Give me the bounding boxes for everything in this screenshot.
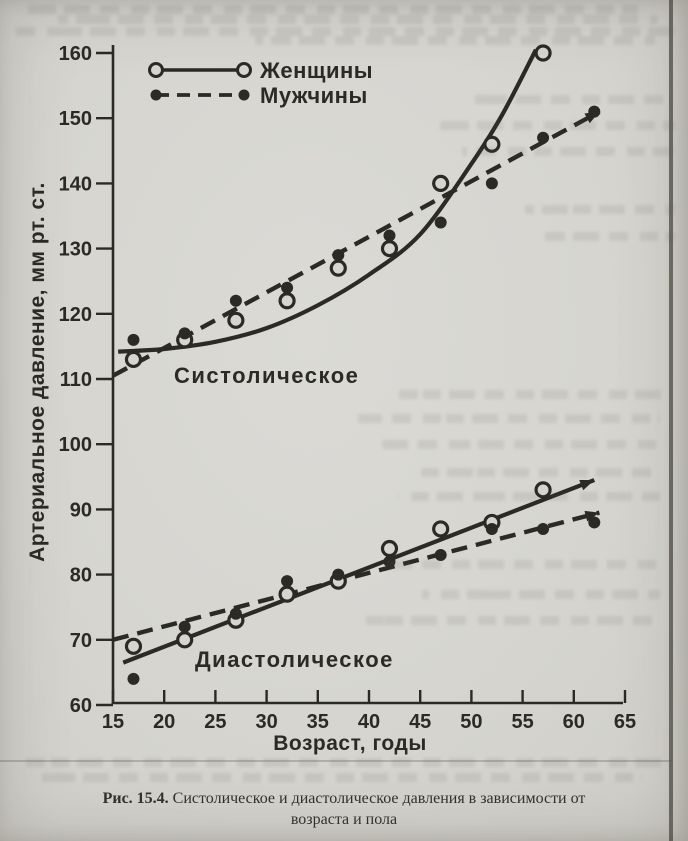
blood-pressure-chart: 60 70 80 90 100 110 120 130 140 150 160 15 20 25 30 35 4… (26, 43, 637, 755)
point-systolic-women (432, 174, 450, 192)
x-tick-label: 20 (153, 711, 175, 733)
point-diastolic-women (432, 520, 450, 538)
x-tick-label: 45 (409, 711, 431, 733)
point-systolic-women (124, 350, 143, 369)
y-tick-label: 140 (59, 173, 92, 195)
point-systolic-men (281, 281, 294, 294)
point-diastolic-women (380, 539, 399, 558)
x-axis-label: Возраст, годы (273, 732, 427, 755)
scan-page-edge (669, 0, 673, 841)
point-diastolic-men (229, 607, 242, 620)
y-tick-label: 60 (70, 695, 92, 717)
trend-lines-group (111, 48, 601, 665)
point-systolic-men (332, 249, 345, 262)
x-tick-label: 65 (614, 711, 636, 733)
point-diastolic-men (588, 516, 601, 529)
figure-caption-text: Систолическое и диастолическое давления … (172, 790, 586, 828)
point-systolic-women (329, 259, 347, 277)
point-diastolic-men (281, 575, 294, 588)
point-diastolic-men (332, 568, 345, 581)
point-systolic-men (537, 131, 550, 144)
point-diastolic-men (434, 549, 447, 562)
y-tick-label: 130 (59, 239, 92, 261)
point-systolic-men (229, 294, 242, 307)
point-diastolic-men (537, 522, 550, 535)
y-axis-label: Артериальное давление, мм рт. ст. (26, 182, 49, 562)
diastolic-curve-label: Диастолическое (195, 647, 394, 672)
legend: Женщины Мужчины (148, 58, 373, 108)
x-tick-label: 25 (204, 711, 226, 733)
y-tick-label: 70 (70, 630, 92, 652)
axes-group: 60 70 80 90 100 110 120 130 140 150 160 15 20 25 30 35 4… (59, 43, 637, 733)
legend-women-marker-icon (148, 62, 164, 78)
point-diastolic-women (124, 637, 143, 655)
point-systolic-women (380, 240, 399, 258)
trend-diastolic-men (112, 510, 600, 642)
x-tick-label: 55 (511, 711, 533, 733)
point-diastolic-women (534, 481, 552, 499)
x-tick-label: 35 (307, 711, 329, 733)
figure-caption: Рис. 15.4. Систолическое и диастолическо… (0, 788, 688, 830)
legend-women-marker-icon (236, 62, 252, 78)
point-systolic-men (588, 105, 601, 118)
systolic-curve-label: Систолическое (174, 363, 359, 388)
scan-fold-line (0, 760, 672, 762)
trend-diastolic-women (122, 478, 596, 665)
y-tick-label: 90 (70, 499, 92, 521)
point-systolic-men (485, 177, 498, 190)
point-diastolic-women (278, 585, 296, 603)
x-tick-label: 50 (460, 711, 482, 733)
y-tick-label: 160 (59, 43, 92, 65)
y-tick-label: 110 (60, 369, 92, 391)
x-tick-label: 40 (358, 711, 380, 733)
point-diastolic-men (178, 620, 191, 633)
legend-men-marker-icon (150, 89, 162, 101)
data-points-group (124, 44, 601, 685)
legend-women-label: Женщины (259, 58, 373, 83)
point-systolic-men (383, 229, 396, 242)
figure-caption-number: Рис. 15.4. (102, 790, 169, 807)
x-tick-label: 30 (255, 711, 277, 733)
point-diastolic-men (383, 555, 396, 568)
legend-men-label: Мужчины (260, 83, 368, 108)
trend-arrow-diastolic-men (584, 510, 600, 522)
point-systolic-women (483, 135, 501, 153)
legend-men-marker-icon (238, 89, 250, 101)
x-tick-label: 15 (102, 711, 124, 733)
point-systolic-women (534, 44, 552, 62)
point-diastolic-women (176, 631, 194, 649)
y-tick-label: 120 (59, 304, 92, 326)
y-tick-label: 150 (59, 108, 92, 130)
point-systolic-men (178, 327, 191, 340)
point-systolic-men (434, 216, 447, 229)
point-systolic-men (127, 333, 140, 346)
point-systolic-women (278, 292, 296, 310)
y-tick-label: 100 (59, 434, 92, 456)
x-tick-label: 60 (563, 711, 585, 733)
point-systolic-women (227, 311, 245, 329)
point-diastolic-men (485, 522, 498, 535)
point-diastolic-men (127, 672, 140, 685)
trend-systolic-men (111, 109, 601, 378)
trend-arrow-diastolic-women (579, 479, 595, 491)
y-tick-label: 80 (70, 565, 92, 587)
